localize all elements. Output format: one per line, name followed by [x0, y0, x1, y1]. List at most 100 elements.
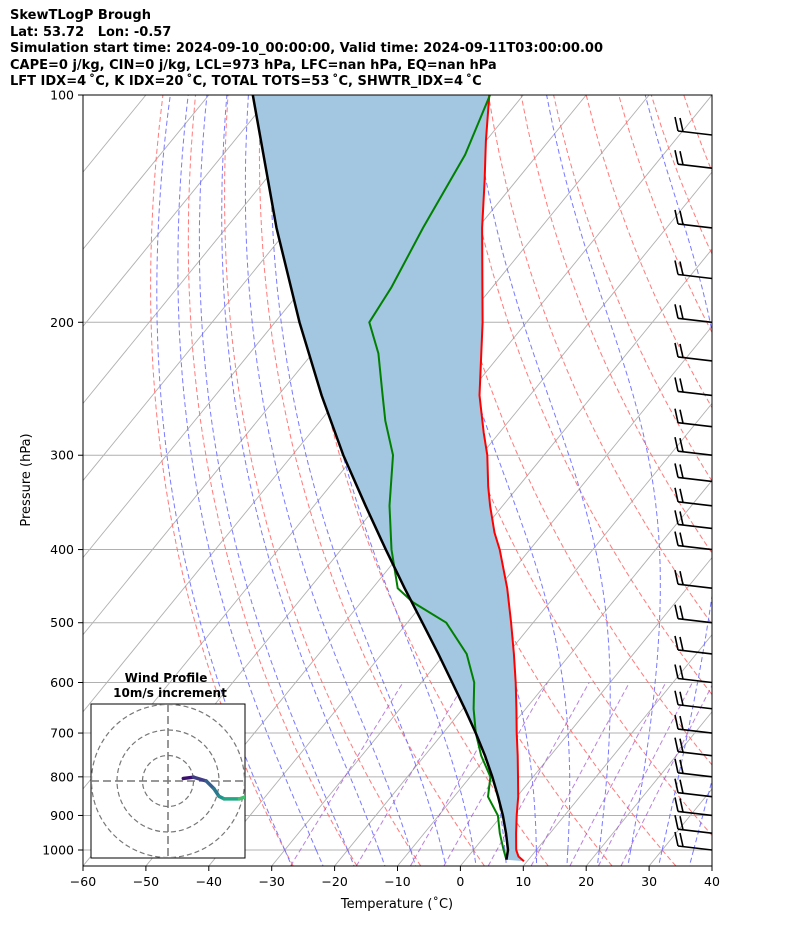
barb-flag — [674, 510, 679, 525]
time-line: Simulation start time: 2024-09-10_00:00:… — [10, 41, 603, 57]
isotherm — [271, 325, 712, 866]
title-block: SkewTLogP Brough Lat: 53.72 Lon: -0.57 Sim… — [10, 8, 603, 91]
x-tick-label: 20 — [578, 874, 594, 889]
barb-flag — [679, 798, 684, 813]
barb-flag — [674, 797, 679, 812]
barb-flag — [674, 531, 679, 546]
barb-staff — [677, 223, 713, 229]
dry-adiabat — [187, 95, 358, 866]
mixing-ratio-line — [355, 682, 466, 866]
y-tick-label: 800 — [50, 769, 74, 784]
moist-adiabat — [298, 95, 477, 866]
barb-flag — [679, 636, 684, 651]
barb-flag — [679, 691, 684, 706]
wind-barb — [674, 737, 713, 757]
barb-flag — [674, 342, 679, 358]
x-axis-title: Temperature (˚C) — [340, 896, 453, 912]
wind-barb — [674, 209, 713, 229]
wind-barb — [674, 342, 713, 362]
wind-barb — [674, 260, 713, 280]
barb-flag — [679, 464, 684, 479]
barb-flag — [674, 778, 679, 793]
dry-adiabat — [650, 95, 712, 256]
barb-flag — [674, 116, 679, 132]
barb-flag — [674, 635, 679, 651]
axes: −60 −50 −40 −30 −20 −10 0 10 20 30 40 100 200 300 400 5… — [42, 88, 720, 890]
mixing-ratio-line — [597, 682, 693, 866]
barb-flag — [674, 260, 679, 275]
hodograph-segment — [237, 795, 245, 801]
barb-flag — [679, 438, 684, 452]
moist-adiabat — [720, 95, 794, 868]
barb-flag — [679, 571, 684, 585]
x-tick-label: 0 — [456, 874, 464, 889]
barb-flag — [679, 305, 684, 319]
moist-adiabat — [546, 95, 661, 866]
x-tick-label: −10 — [384, 874, 410, 889]
wind-barb — [674, 758, 713, 778]
isotherm — [334, 402, 712, 866]
barb-flag — [679, 409, 684, 424]
hodograph-content — [91, 704, 277, 858]
moist-adiabat — [644, 95, 712, 866]
barb-staff — [677, 130, 713, 136]
y-tick-label: 200 — [50, 315, 74, 330]
barb-flag — [674, 304, 679, 319]
barb-staff — [677, 273, 713, 280]
barb-flag — [674, 758, 679, 774]
barb-flag — [679, 759, 684, 774]
dry-adiabat — [258, 95, 485, 866]
barb-flag — [674, 604, 679, 619]
mixing-ratio-line — [530, 682, 630, 866]
hodograph-segment — [267, 796, 277, 801]
wind-barb — [674, 463, 713, 483]
hodograph-segment — [191, 775, 208, 783]
dry-adiabat — [520, 95, 712, 554]
y-tick-label: 900 — [50, 808, 74, 823]
barb-staff — [677, 163, 713, 169]
moist-adiabat — [198, 95, 355, 866]
barb-flag — [679, 605, 684, 620]
isotherm — [648, 788, 712, 866]
location-line: Lat: 53.72 Lon: -0.57 — [10, 24, 172, 40]
wind-barb — [674, 377, 713, 397]
barb-staff — [677, 703, 713, 710]
barb-flag — [679, 665, 684, 680]
y-tick-label: 400 — [50, 542, 74, 557]
barb-flag — [679, 343, 684, 358]
barb-staff — [677, 649, 713, 655]
wind-barb — [674, 510, 713, 530]
barb-flag — [674, 831, 679, 847]
barb-flag — [679, 378, 684, 393]
dry-adiabat — [553, 95, 712, 482]
wind-barb — [674, 714, 713, 734]
dry-adiabat — [150, 95, 294, 866]
wind-barb — [674, 149, 713, 169]
moist-adiabat — [244, 95, 417, 866]
wind-barb — [674, 487, 713, 507]
isotherm — [522, 633, 712, 866]
mixing-ratio-line — [290, 682, 404, 866]
barb-staff — [677, 356, 713, 362]
dry-adiabat — [422, 95, 712, 766]
dry-adiabat — [488, 95, 712, 625]
barb-staff — [677, 476, 713, 483]
barb-flag — [674, 664, 679, 679]
barb-flag — [674, 408, 679, 423]
y-axis-title: Pressure (hPa) — [19, 433, 34, 526]
x-tick-label: 30 — [641, 874, 657, 889]
dry-adiabat — [585, 95, 712, 409]
barb-staff — [677, 617, 713, 624]
barb-flag — [674, 463, 679, 478]
cin-area — [252, 95, 525, 862]
x-tick-label: −40 — [196, 874, 222, 889]
x-tick-label: 10 — [515, 874, 531, 889]
barb-flag — [679, 511, 684, 526]
barb-staff — [677, 677, 713, 684]
barb-staff — [677, 750, 713, 757]
dry-adiabat — [224, 95, 422, 866]
isotherm — [83, 95, 273, 328]
wind-barb — [674, 815, 713, 834]
isotherm — [460, 556, 712, 866]
